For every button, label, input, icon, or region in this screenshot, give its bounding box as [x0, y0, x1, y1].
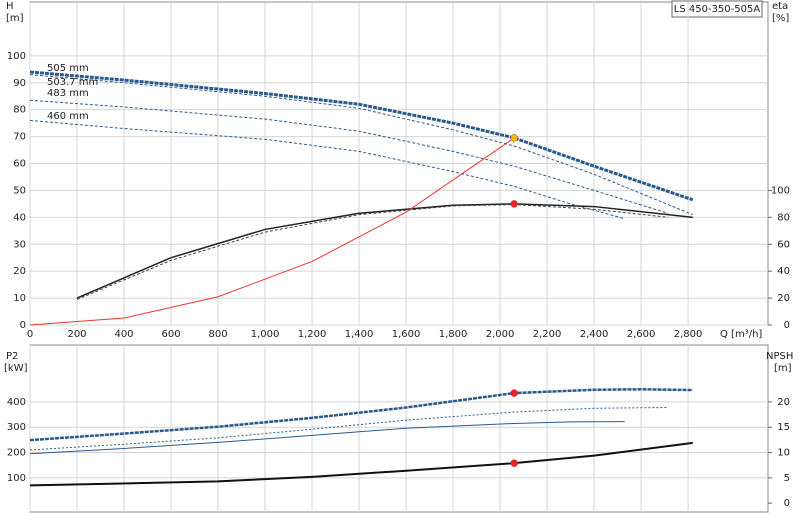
- x-tick-label: 400: [114, 329, 133, 340]
- y2-tick-label: 15: [777, 422, 790, 433]
- y-tick-label: 30: [13, 239, 26, 250]
- x-tick-label: 2,600: [627, 329, 656, 340]
- y2-axis-unit: [m]: [774, 363, 792, 374]
- curve: [76, 204, 669, 300]
- operating-point: [510, 389, 518, 397]
- x-tick-label: 200: [67, 329, 86, 340]
- curve: [29, 99, 669, 214]
- x-tick-label: 800: [208, 329, 227, 340]
- y-tick-label: 70: [13, 132, 26, 143]
- y2-tick-label: 0: [784, 320, 790, 331]
- y2-tick-label: 80: [777, 212, 790, 223]
- curve: [29, 406, 669, 451]
- y-tick-label: 80: [13, 105, 26, 116]
- x-tick-label: 600: [161, 329, 180, 340]
- x-tick-label: 2,400: [580, 329, 609, 340]
- x-tick-label: 0: [27, 329, 33, 340]
- curve: [76, 203, 693, 299]
- y2-tick-label: 0: [784, 498, 790, 509]
- curve: [29, 137, 515, 326]
- y-tick-label: 40: [13, 212, 26, 223]
- x-tick-label: 1,200: [298, 329, 327, 340]
- x-tick-label: 1,600: [392, 329, 421, 340]
- y2-axis-label: NPSH: [766, 351, 793, 362]
- curve-label: 503.7 mm: [47, 77, 98, 88]
- y2-axis-unit: [%]: [772, 13, 789, 24]
- curve-label: 460 mm: [47, 111, 89, 122]
- curve: [29, 441, 693, 487]
- operating-point: [510, 134, 518, 142]
- y2-tick-label: 20: [777, 293, 790, 304]
- y-tick-label: 20: [13, 266, 26, 277]
- y-axis-unit: [m]: [6, 13, 24, 24]
- y2-tick-label: 40: [777, 266, 790, 277]
- y2-tick-label: 10: [777, 448, 790, 459]
- y-tick-label: 60: [13, 159, 26, 170]
- curve-label: 505 mm: [47, 63, 89, 74]
- y2-tick-label: 60: [777, 239, 790, 250]
- y-tick-label: 200: [7, 448, 26, 459]
- y2-axis-label: eta: [772, 1, 788, 12]
- y2-tick-label: 100: [771, 185, 790, 196]
- y-axis-label: H: [6, 1, 14, 12]
- curve-label: 483 mm: [47, 88, 89, 99]
- x-tick-label: 2,800: [674, 329, 703, 340]
- x-tick-label: 1,400: [345, 329, 374, 340]
- chart-title: LS 450-350-505A: [674, 4, 761, 15]
- y-tick-label: 100: [7, 473, 26, 484]
- operating-point: [510, 459, 518, 467]
- curve: [29, 74, 693, 216]
- operating-point: [510, 200, 518, 208]
- y-tick-label: 100: [7, 51, 26, 62]
- y-tick-label: 300: [7, 422, 26, 433]
- panel: 100 200 300 400 0 5 10 15 20: [7, 345, 790, 512]
- y-tick-label: 50: [13, 185, 26, 196]
- x-axis-label: Q [m³/h]: [720, 329, 762, 340]
- x-tick-label: 2,000: [486, 329, 515, 340]
- panel: 0 200 400 600 800 1,000 1,200 1,400 1,600 1,800 2,…: [7, 2, 790, 340]
- y-axis-label: P2: [6, 351, 18, 362]
- curve: [29, 421, 625, 455]
- curve: [29, 70, 694, 202]
- x-tick-label: 1,000: [251, 329, 280, 340]
- curve: [29, 388, 693, 442]
- y-tick-label: 0: [20, 320, 26, 331]
- y-tick-label: 400: [7, 397, 26, 408]
- y-axis-unit: [kW]: [4, 363, 28, 374]
- x-tick-label: 1,800: [439, 329, 468, 340]
- y2-tick-label: 5: [784, 473, 790, 484]
- x-tick-label: 2,200: [533, 329, 562, 340]
- y-tick-label: 90: [13, 78, 26, 89]
- curve: [29, 119, 625, 220]
- y-tick-label: 10: [13, 293, 26, 304]
- y2-tick-label: 20: [777, 397, 790, 408]
- title-box: [671, 0, 763, 18]
